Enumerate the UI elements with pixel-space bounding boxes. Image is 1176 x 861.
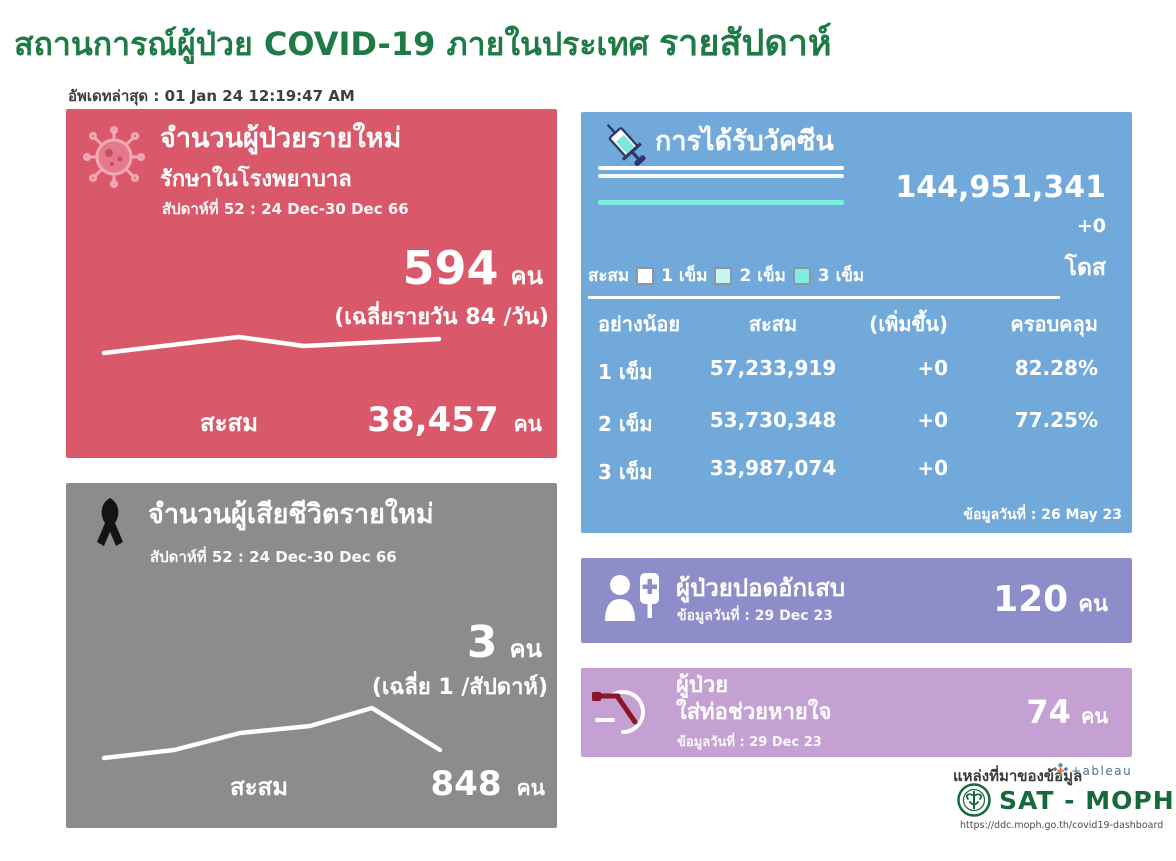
table-cell-total: 57,233,919 bbox=[709, 356, 837, 380]
intubation-data-date: ข้อมูลวันที่ : 29 Dec 23 bbox=[677, 735, 822, 750]
dose3-trend-line bbox=[598, 200, 844, 205]
deaths-sparkline-path bbox=[101, 705, 443, 761]
pneumonia-patient-icon bbox=[605, 573, 659, 621]
dose3-legend-label: 3 เข็ม bbox=[817, 266, 865, 286]
deaths-cumulative-label: สะสม bbox=[230, 773, 289, 801]
intubation-title-line1: ผู้ป่วย bbox=[676, 673, 729, 698]
table-cell-total: 33,987,074 bbox=[709, 456, 837, 480]
new-cases-cumulative-row: สะสม 38,457 คน bbox=[200, 403, 542, 442]
vaccine-dose-unit: โดส bbox=[1064, 255, 1106, 281]
deaths-week: สัปดาห์ที่ 52 : 24 Dec-30 Dec 66 bbox=[150, 548, 397, 566]
vaccine-col-header: อย่างน้อย bbox=[598, 312, 681, 336]
mourning-ribbon-icon bbox=[97, 498, 123, 546]
dose2-legend-label: 2 เข็ม bbox=[739, 266, 786, 286]
new-cases-average: (เฉลี่ยรายวัน 84 /วัน) bbox=[334, 305, 549, 330]
syringe-icon bbox=[606, 123, 646, 167]
table-cell-dose: 3 เข็ม bbox=[598, 460, 653, 484]
new-cases-week: สัปดาห์ที่ 52 : 24 Dec-30 Dec 66 bbox=[162, 200, 409, 218]
intubation-unit: คน bbox=[1080, 704, 1108, 728]
table-cell-total: 53,730,348 bbox=[709, 408, 837, 432]
pneumonia-unit: คน bbox=[1078, 592, 1108, 617]
dose1-trend-line bbox=[598, 166, 844, 170]
pneumonia-data-date: ข้อมูลวันที่ : 29 Dec 23 bbox=[677, 608, 833, 624]
intubation-icon bbox=[592, 690, 645, 734]
vaccine-table-divider bbox=[588, 296, 1060, 299]
dose3-legend-checkbox[interactable] bbox=[792, 266, 811, 285]
page-title-text: สถานการณ์ผู้ป่วย COVID-19 ภายในประเทศ bbox=[14, 25, 649, 63]
vaccine-col-header: ครอบคลุม bbox=[1010, 312, 1098, 336]
deaths-cumulative-unit: คน bbox=[516, 776, 545, 800]
vaccine-title: การได้รับวัคซีน bbox=[655, 126, 834, 157]
deaths-unit: คน bbox=[509, 635, 542, 663]
new-cases-value: 594 bbox=[402, 241, 499, 295]
tableau-logo: +ableau bbox=[1053, 763, 1132, 778]
page-title: สถานการณ์ผู้ป่วย COVID-19 ภายในประเทศ ราย… bbox=[14, 14, 832, 71]
table-cell-coverage: 77.25% bbox=[1014, 408, 1098, 432]
new-cases-cumulative-group: 38,457 คน bbox=[367, 403, 542, 441]
vaccine-table: อย่างน้อย สะสม (เพิ่มขึ้น) ครอบคลุม 1 เข… bbox=[598, 308, 1098, 488]
new-cases-card: จำนวนผู้ป่วยรายใหม่ รักษาในโรงพยาบาล สัป… bbox=[66, 109, 557, 458]
deaths-value: 3 bbox=[466, 617, 498, 668]
pneumonia-value: 120 bbox=[993, 579, 1069, 620]
deaths-card: จำนวนผู้เสียชีวิตรายใหม่ สัปดาห์ที่ 52 :… bbox=[66, 483, 557, 828]
deaths-cumulative-value: 848 bbox=[430, 764, 502, 804]
intubation-value: 74 bbox=[1026, 693, 1071, 731]
vaccine-col-header: สะสม bbox=[748, 312, 798, 336]
new-cases-subtitle: รักษาในโรงพยาบาล bbox=[160, 167, 352, 192]
vaccine-col-header: (เพิ่มขึ้น) bbox=[869, 312, 948, 336]
table-cell-dose: 2 เข็ม bbox=[598, 412, 653, 436]
sat-moph-branding: SAT - MOPH bbox=[957, 783, 1175, 817]
dose2-trend-line bbox=[598, 174, 844, 178]
intubation-card: ผู้ป่วย ใส่ท่อช่วยหายใจ ข้อมูลวันที่ : 2… bbox=[581, 668, 1132, 757]
vaccine-total-change: +0 bbox=[1076, 215, 1106, 237]
table-cell-increase: +0 bbox=[917, 456, 948, 480]
moph-emblem-icon bbox=[957, 783, 991, 817]
sat-moph-text: SAT - MOPH bbox=[999, 785, 1175, 815]
table-cell-coverage: 82.28% bbox=[1014, 356, 1098, 380]
dose2-legend-checkbox[interactable] bbox=[714, 266, 733, 285]
tableau-mark-icon bbox=[1053, 763, 1068, 778]
vaccine-data-date: ข้อมูลวันที่ : 26 May 23 bbox=[963, 507, 1122, 523]
pneumonia-card: ผู้ป่วยปอดอักเสบ ข้อมูลวันที่ : 29 Dec 2… bbox=[581, 558, 1132, 643]
pneumonia-value-row: 120 คน bbox=[993, 582, 1108, 621]
deaths-cumulative-row: สะสม 848 คน bbox=[230, 767, 545, 806]
deaths-cumulative-group: 848 คน bbox=[431, 767, 545, 805]
table-cell-increase: +0 bbox=[917, 408, 948, 432]
vaccine-legend-label: สะสม bbox=[588, 266, 630, 286]
table-cell-dose: 1 เข็ม bbox=[598, 360, 653, 384]
new-cases-title: จำนวนผู้ป่วยรายใหม่ bbox=[160, 123, 402, 154]
table-cell-coverage bbox=[948, 456, 1098, 488]
new-cases-cumulative-label: สะสม bbox=[200, 409, 259, 437]
deaths-title: จำนวนผู้เสียชีวิตรายใหม่ bbox=[148, 499, 434, 530]
intubation-title-line2: ใส่ท่อช่วยหายใจ bbox=[676, 700, 832, 725]
dose1-legend-label: 1 เข็ม bbox=[661, 266, 708, 286]
intubation-value-row: 74 คน bbox=[1026, 696, 1108, 732]
last-update-text: อัพเดทล่าสุด : 01 Jan 24 12:19:47 AM bbox=[68, 87, 355, 105]
deaths-average: (เฉลี่ย 1 /สัปดาห์) bbox=[371, 675, 548, 700]
vaccine-card: การได้รับวัคซีน 144,951,341 +0 โดส สะสม … bbox=[581, 112, 1132, 533]
virus-icon bbox=[83, 126, 145, 188]
source-url: https://ddc.moph.go.th/covid19-dashboard bbox=[960, 820, 1164, 831]
new-cases-value-row: 594 คน bbox=[403, 245, 544, 295]
new-cases-sparkline bbox=[101, 334, 442, 356]
new-cases-unit: คน bbox=[510, 262, 543, 290]
deaths-sparkline bbox=[101, 705, 443, 761]
vaccine-legend: สะสม 1 เข็ม 2 เข็ม 3 เข็ม bbox=[588, 262, 864, 289]
new-cases-cumulative-unit: คน bbox=[513, 412, 542, 436]
page-title-suffix: รายสัปดาห์ bbox=[658, 23, 832, 64]
new-cases-cumulative-value: 38,457 bbox=[367, 400, 499, 440]
new-cases-sparkline-path bbox=[101, 334, 442, 356]
tableau-wordmark: +ableau bbox=[1071, 763, 1133, 778]
deaths-value-row: 3 คน bbox=[467, 621, 542, 668]
data-source-label: แหล่งที่มาของข้อมูล bbox=[953, 767, 1083, 785]
vaccine-total-doses: 144,951,341 bbox=[895, 170, 1106, 205]
table-cell-increase: +0 bbox=[917, 356, 948, 380]
dose1-legend-checkbox[interactable] bbox=[636, 266, 655, 285]
pneumonia-title: ผู้ป่วยปอดอักเสบ bbox=[676, 574, 846, 602]
